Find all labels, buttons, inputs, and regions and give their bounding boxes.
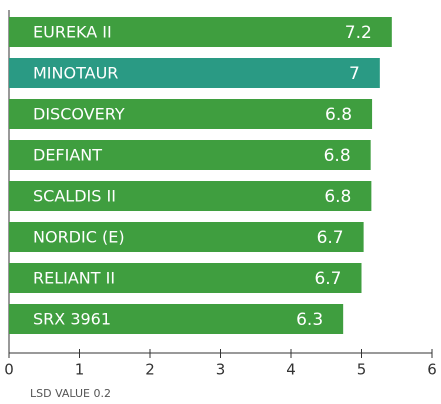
x-tick-label: 3 [216, 361, 226, 379]
bar-score: 7.2 [345, 23, 372, 43]
bar [9, 17, 392, 47]
bar [9, 140, 371, 170]
x-tick-label: 6 [427, 361, 437, 379]
x-tick-label: 0 [4, 361, 14, 379]
x-tick-label: 5 [357, 361, 367, 379]
bar [9, 99, 373, 129]
footnote: LSD VALUE 0.2 [30, 387, 111, 400]
x-tick-label: 4 [286, 361, 296, 379]
bar-score: 6.3 [296, 310, 323, 330]
bar-name: MINOTAUR [33, 64, 118, 83]
x-tick-label: 2 [145, 361, 155, 379]
bar-name: DISCOVERY [33, 105, 125, 124]
bar [9, 181, 372, 211]
bar [9, 263, 362, 293]
bar [9, 222, 364, 252]
bar-score: 7 [349, 64, 360, 84]
bar-name: DEFIANT [33, 146, 102, 165]
bar-score: 6.8 [325, 105, 352, 125]
bar [9, 304, 344, 334]
bar-score: 6.8 [324, 187, 351, 207]
bar-name: NORDIC (E) [33, 228, 125, 247]
bar-name: EUREKA II [33, 23, 112, 42]
x-tick-label: 1 [75, 361, 85, 379]
bar-name: SRX 3961 [33, 310, 111, 329]
bar-score: 6.8 [324, 146, 351, 166]
bar-name: RELIANT II [33, 269, 115, 288]
bar-score: 6.7 [314, 269, 341, 289]
bar-name: SCALDIS II [33, 187, 116, 206]
bar-score: 6.7 [317, 228, 344, 248]
bar [9, 58, 380, 88]
